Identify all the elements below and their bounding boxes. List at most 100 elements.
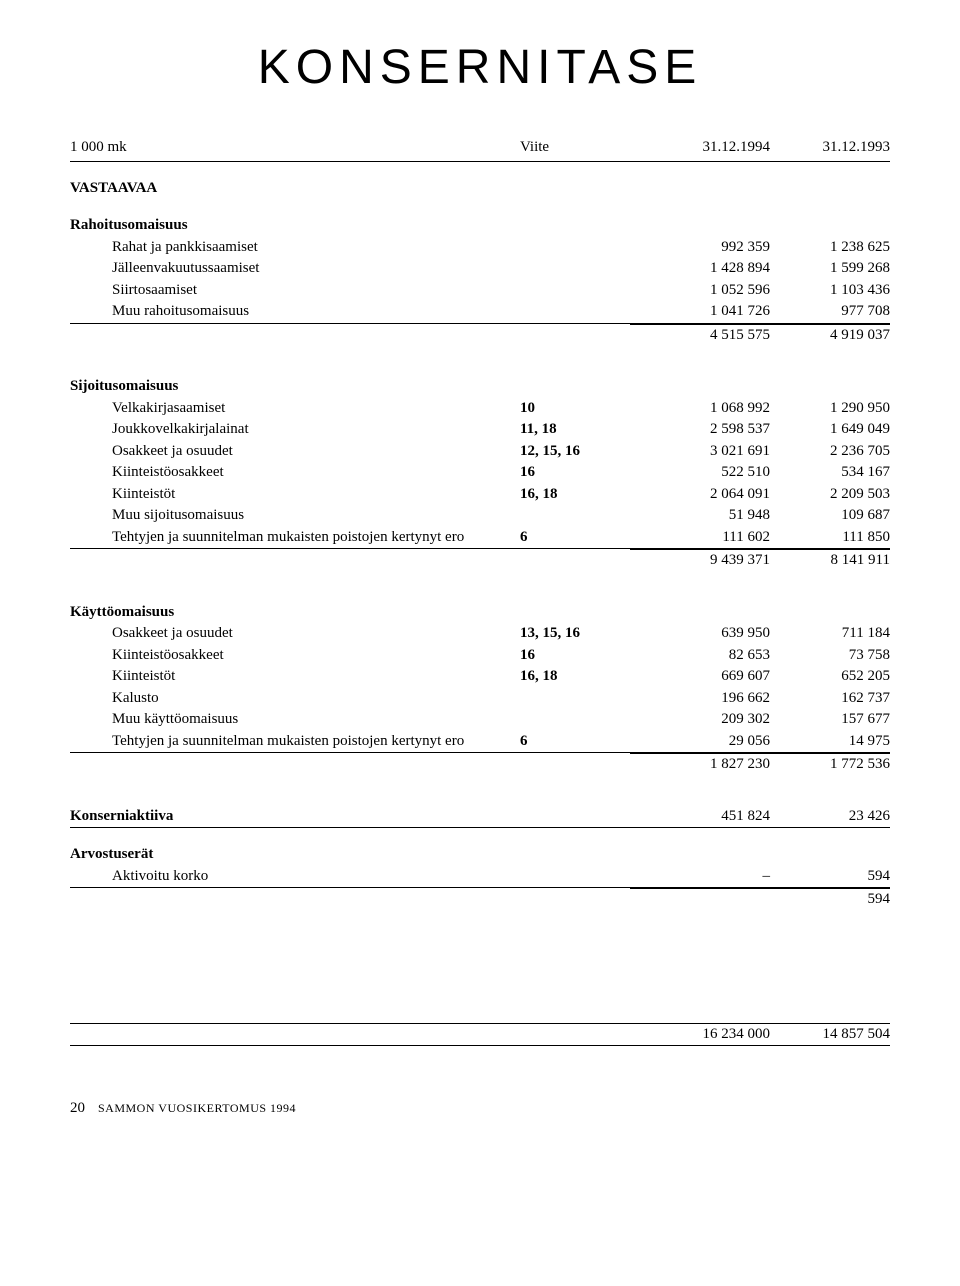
- table-row: Aktivoitu korko –594: [70, 866, 890, 888]
- rahoitus-total-c1: 4 515 575: [630, 324, 770, 346]
- grand-total-c1: 16 234 000: [630, 1024, 770, 1046]
- header-col2: 31.12.1993: [770, 137, 890, 161]
- table-row: Velkakirjasaamiset101 068 9921 290 950: [70, 398, 890, 420]
- kaytto-total-c1: 1 827 230: [630, 754, 770, 776]
- row-c1: 2 598 537: [630, 419, 770, 441]
- table-row: Kiinteistöosakkeet16522 510534 167: [70, 462, 890, 484]
- row-note: 13, 15, 16: [520, 623, 630, 645]
- row-label: Aktivoitu korko: [70, 866, 520, 888]
- row-c2: 111 850: [770, 527, 890, 549]
- row-label: Joukkovelkakirjalainat: [70, 419, 520, 441]
- grand-total-c2: 14 857 504: [770, 1024, 890, 1046]
- row-c1: 1 428 894: [630, 258, 770, 280]
- row-c1: 196 662: [630, 688, 770, 710]
- row-label: Kiinteistöt: [70, 666, 520, 688]
- section-sijoitus: Sijoitusomaisuus: [70, 376, 890, 398]
- row-label: Velkakirjasaamiset: [70, 398, 520, 420]
- row-c2: 157 677: [770, 709, 890, 731]
- row-note: 10: [520, 398, 630, 420]
- kaytto-total: 1 827 230 1 772 536: [70, 754, 890, 776]
- sijoitus-total: 9 439 371 8 141 911: [70, 550, 890, 572]
- row-note: [520, 866, 630, 888]
- row-label: Tehtyjen ja suunnitelman mukaisten poist…: [70, 527, 520, 549]
- row-note: [520, 505, 630, 527]
- sijoitus-label: Sijoitusomaisuus: [70, 376, 520, 398]
- row-c2: 1 238 625: [770, 237, 890, 259]
- sijoitus-total-c2: 8 141 911: [770, 550, 890, 572]
- row-c2: 162 737: [770, 688, 890, 710]
- rahoitus-label: Rahoitusomaisuus: [70, 215, 520, 237]
- table-row: Siirtosaamiset1 052 5961 103 436: [70, 280, 890, 302]
- row-c1: 209 302: [630, 709, 770, 731]
- row-note: 6: [520, 527, 630, 549]
- row-c2: 1 599 268: [770, 258, 890, 280]
- row-c1: 29 056: [630, 731, 770, 753]
- row-c2: 1 103 436: [770, 280, 890, 302]
- row-label: Kalusto: [70, 688, 520, 710]
- row-note: [520, 237, 630, 259]
- header-col1: 31.12.1994: [630, 137, 770, 161]
- table-row: Kalusto 196 662162 737: [70, 688, 890, 710]
- page-number: 20: [70, 1100, 85, 1116]
- row-label: Muu sijoitusomaisuus: [70, 505, 520, 527]
- row-c1: 2 064 091: [630, 484, 770, 506]
- row-c2: 14 975: [770, 731, 890, 753]
- row-c2: 2 236 705: [770, 441, 890, 463]
- rahoitus-total-c2: 4 919 037: [770, 324, 890, 346]
- row-c1: –: [630, 866, 770, 888]
- row-c2: 977 708: [770, 301, 890, 323]
- table-row: Osakkeet ja osuudet12, 15, 163 021 6912 …: [70, 441, 890, 463]
- section-kaytto: Käyttöomaisuus: [70, 602, 890, 624]
- row-c1: 82 653: [630, 645, 770, 667]
- table-row: Muu sijoitusomaisuus 51 948109 687: [70, 505, 890, 527]
- row-label: Osakkeet ja osuudet: [70, 623, 520, 645]
- row-label: Kiinteistöt: [70, 484, 520, 506]
- row-c1: 669 607: [630, 666, 770, 688]
- konserniaktiiva-c1: 451 824: [630, 806, 770, 828]
- financial-table: 1 000 mk Viite 31.12.1994 31.12.1993 VAS…: [70, 137, 890, 1046]
- row-c2: 2 209 503: [770, 484, 890, 506]
- sijoitus-total-c1: 9 439 371: [630, 550, 770, 572]
- header-note: Viite: [520, 137, 630, 161]
- table-row: Jälleenvakuutussaamiset1 428 8941 599 26…: [70, 258, 890, 280]
- row-label: Siirtosaamiset: [70, 280, 520, 302]
- table-row: Rahat ja pankkisaamiset 992 3591 238 625: [70, 237, 890, 259]
- row-note: [520, 709, 630, 731]
- row-label: Kiinteistöosakkeet: [70, 645, 520, 667]
- row-note: 12, 15, 16: [520, 441, 630, 463]
- row-c1: 992 359: [630, 237, 770, 259]
- arvostus-label: Arvostuserät: [70, 844, 520, 866]
- row-c1: 1 068 992: [630, 398, 770, 420]
- kaytto-label: Käyttöomaisuus: [70, 602, 520, 624]
- row-c2: 594: [770, 866, 890, 888]
- row-c1: 51 948: [630, 505, 770, 527]
- row-label: Muu käyttöomaisuus: [70, 709, 520, 731]
- section-vastaavaa: VASTAAVAA: [70, 178, 890, 200]
- row-c2: 652 205: [770, 666, 890, 688]
- konserniaktiiva-c2: 23 426: [770, 806, 890, 828]
- table-row: Kiinteistöt16, 182 064 0912 209 503: [70, 484, 890, 506]
- row-note: [520, 258, 630, 280]
- row-c2: 1 290 950: [770, 398, 890, 420]
- table-row: Joukkovelkakirjalainat11, 182 598 5371 6…: [70, 419, 890, 441]
- row-c1: 639 950: [630, 623, 770, 645]
- arvostus-total: 594: [70, 889, 890, 911]
- row-c2: 1 649 049: [770, 419, 890, 441]
- page-footer: 20 SAMMON VUOSIKERTOMUS 1994: [0, 1066, 960, 1117]
- row-label: Osakkeet ja osuudet: [70, 441, 520, 463]
- row-note: 11, 18: [520, 419, 630, 441]
- row-c1: 111 602: [630, 527, 770, 549]
- table-row: Muu käyttöomaisuus 209 302157 677: [70, 709, 890, 731]
- row-label: Tehtyjen ja suunnitelman mukaisten poist…: [70, 731, 520, 753]
- table-row: Tehtyjen ja suunnitelman mukaisten poist…: [70, 731, 890, 753]
- row-c2: 109 687: [770, 505, 890, 527]
- table-row: Kiinteistöosakkeet1682 65373 758: [70, 645, 890, 667]
- row-note: [520, 280, 630, 302]
- row-c1: 1 041 726: [630, 301, 770, 323]
- konserniaktiiva-label: Konserniaktiiva: [70, 806, 520, 828]
- section-arvostus: Arvostuserät: [70, 844, 890, 866]
- row-note: 16, 18: [520, 484, 630, 506]
- vastaavaa-label: VASTAAVAA: [70, 178, 520, 200]
- row-label: Rahat ja pankkisaamiset: [70, 237, 520, 259]
- table-row: Osakkeet ja osuudet13, 15, 16639 950711 …: [70, 623, 890, 645]
